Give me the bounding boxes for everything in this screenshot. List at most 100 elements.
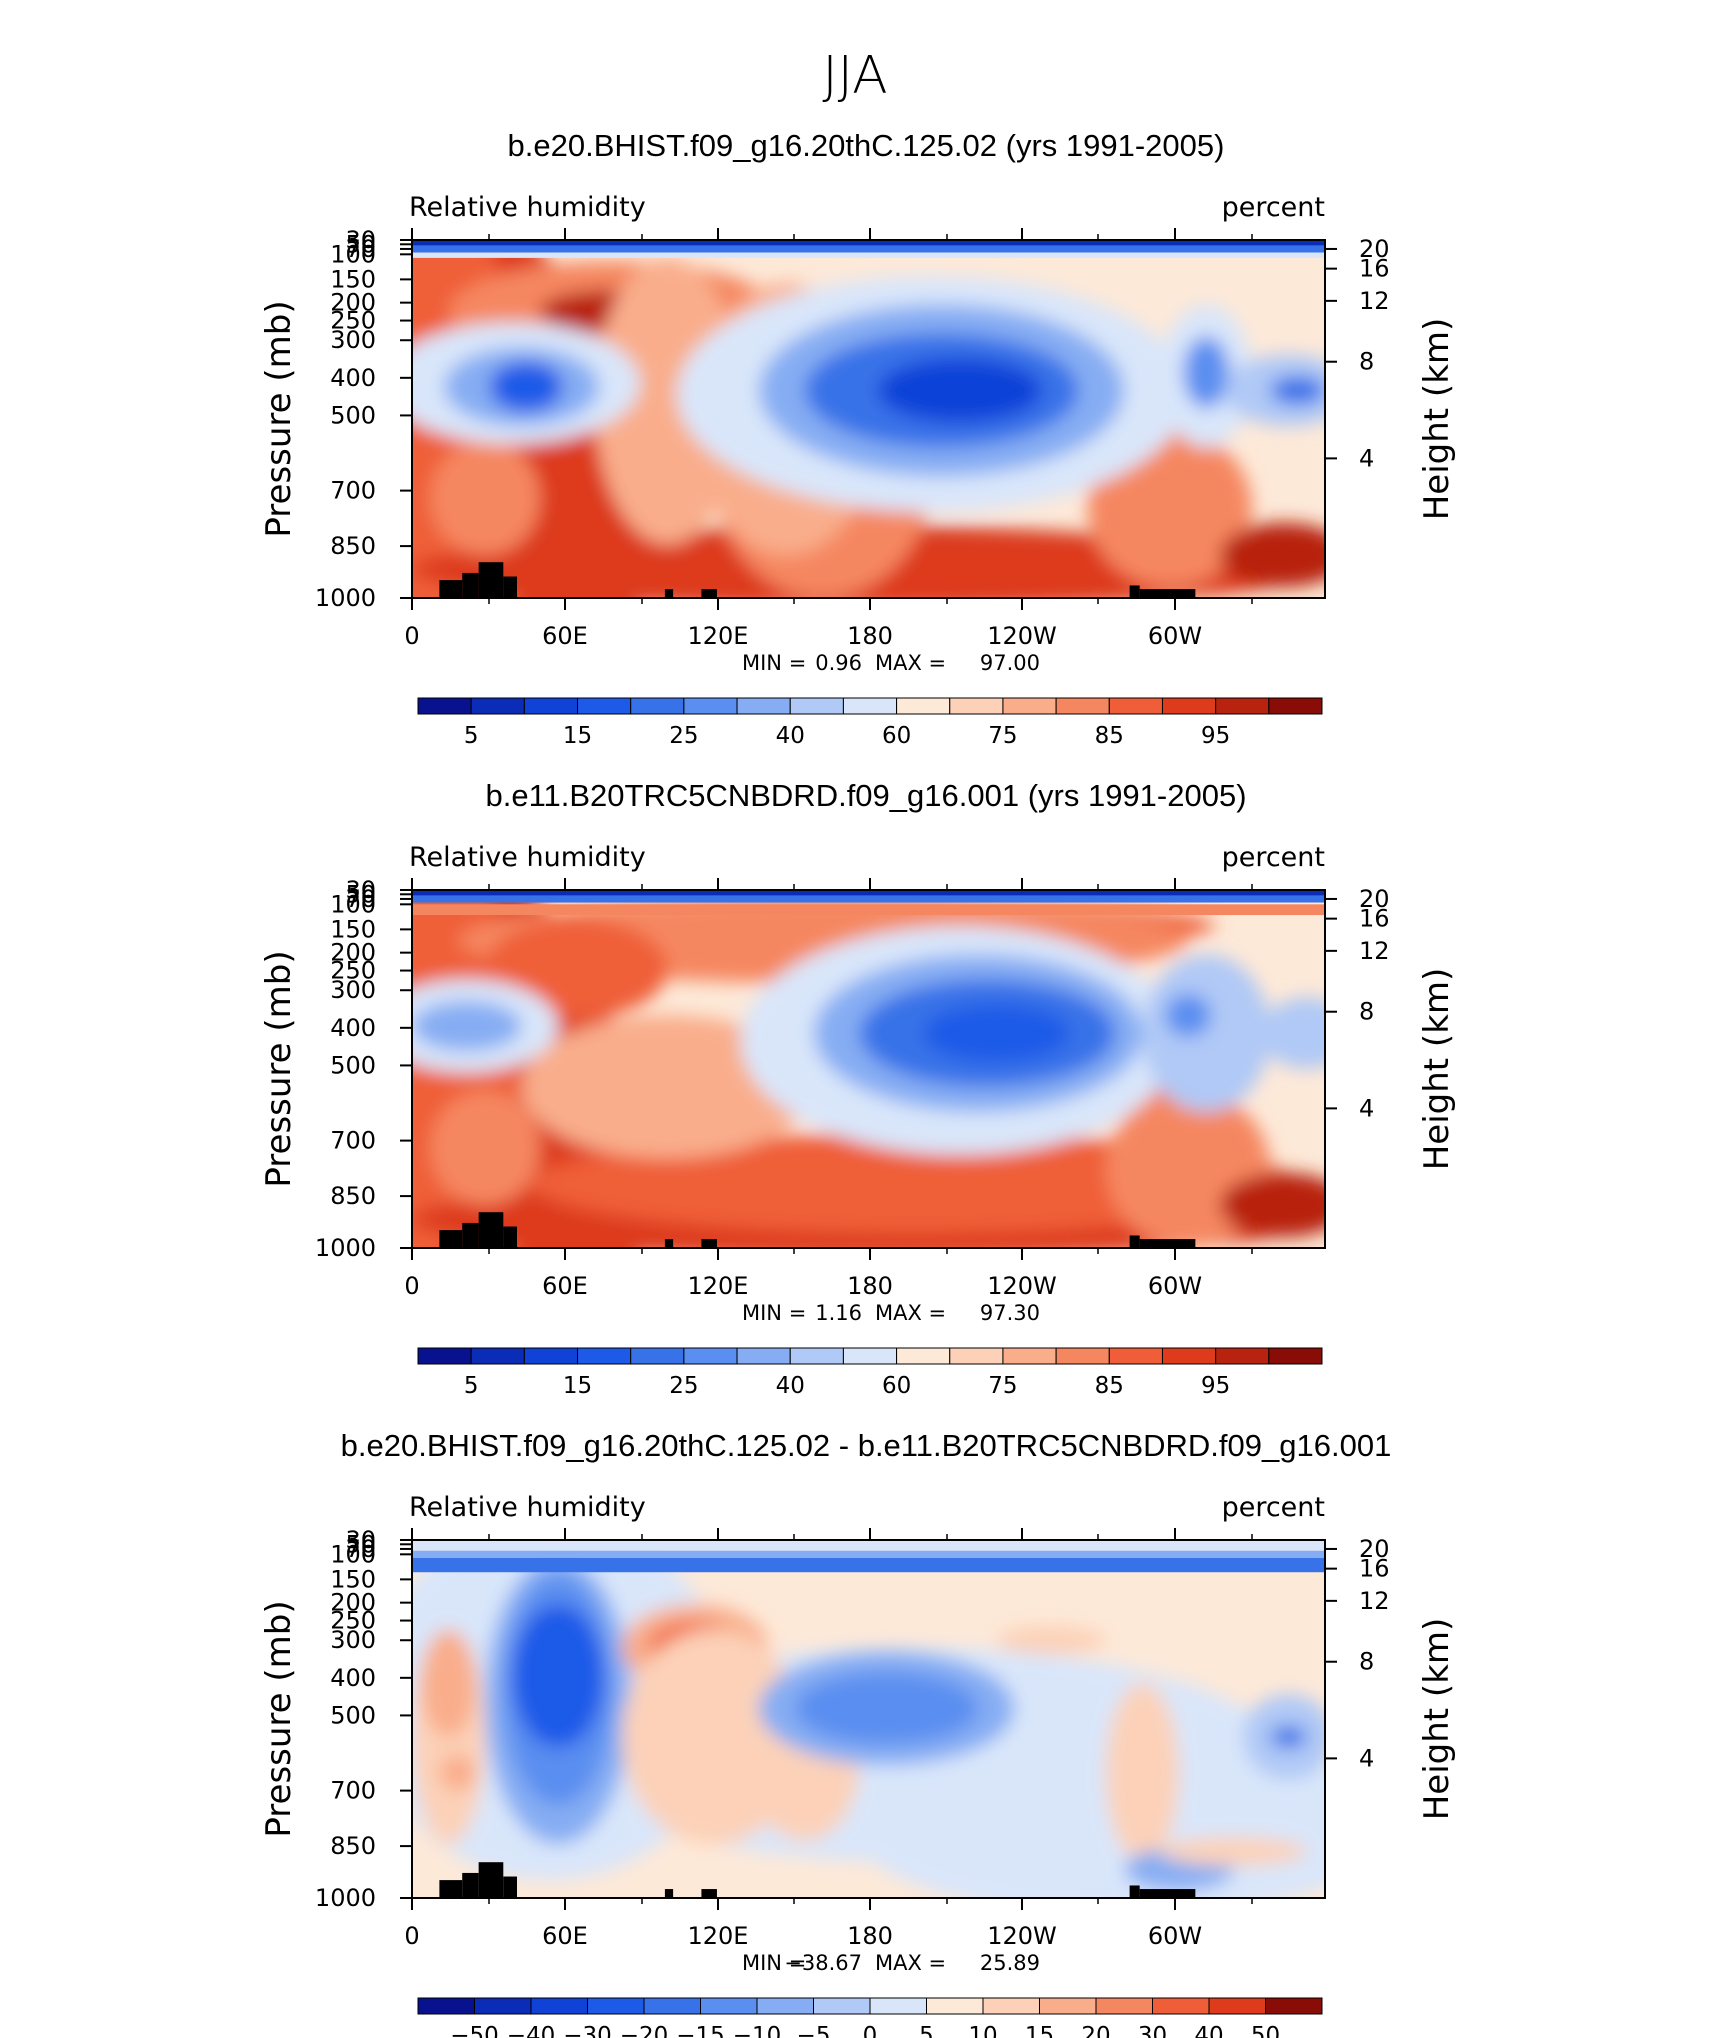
- colorbar-label: 5: [464, 723, 479, 749]
- y-tick-label: 250: [330, 307, 376, 335]
- height-tick-label: 8: [1359, 1648, 1374, 1676]
- height-tick-label: 20: [1359, 235, 1390, 263]
- topography: [462, 572, 479, 598]
- colorbar: 5 15 25 40 60 75 85 95: [417, 1347, 1323, 1399]
- y-tick-label: 150: [330, 1565, 376, 1593]
- topography: [1129, 1885, 1140, 1898]
- y-tick-label: 250: [330, 1607, 376, 1635]
- colorbar: −50 −40 −30 −20 −15 −10 −5 0 5 10 15 20 30 40 50: [417, 1997, 1323, 2038]
- y-tick-label: 50: [345, 1530, 376, 1558]
- colorbar-swatch: [736, 697, 791, 715]
- plot-frame: [411, 1539, 1326, 1899]
- right-string: percent: [1222, 842, 1325, 873]
- x-tick-label: 120W: [987, 622, 1057, 650]
- contour-field: [412, 890, 1325, 1248]
- colorbar-swatch: [1095, 1997, 1153, 2015]
- contour-region: [1270, 376, 1325, 405]
- contour-band: [412, 1557, 1325, 1573]
- contour-band: [412, 245, 1325, 253]
- x-tick-label: 0: [404, 622, 419, 650]
- colorbar-swatch: [630, 1347, 685, 1365]
- x-tick-label: 120E: [688, 1922, 749, 1950]
- colorbar-label: 60: [882, 1373, 911, 1399]
- colorbar-label: 75: [988, 723, 1017, 749]
- y-tick-label: 400: [330, 364, 376, 392]
- y-tick-label: 700: [330, 1777, 376, 1805]
- y-axis-label: Pressure (mb): [259, 1600, 299, 1837]
- panel-2: b.e11.B20TRC5CNBDRD.f09_g16.001 (yrs 199…: [259, 778, 1457, 1399]
- topography: [478, 1212, 504, 1248]
- y-tick-label: 300: [330, 1626, 376, 1654]
- panel-title: b.e20.BHIST.f09_g16.20thC.125.02 - b.e11…: [341, 1428, 1392, 1463]
- height-tick-label: 8: [1359, 348, 1374, 376]
- colorbar-label: −5: [797, 2023, 831, 2038]
- colorbar-label: 40: [776, 1373, 805, 1399]
- colorbar-swatch: [1265, 1997, 1323, 2015]
- colorbar-label: 15: [563, 1373, 592, 1399]
- panel-title: b.e20.BHIST.f09_g16.20thC.125.02 (yrs 19…: [508, 128, 1225, 163]
- y-tick-label: 500: [330, 1701, 376, 1729]
- y-tick-label: 70: [345, 235, 376, 263]
- panel-title: b.e11.B20TRC5CNBDRD.f09_g16.001 (yrs 199…: [485, 778, 1246, 813]
- contour-band: [412, 890, 1325, 898]
- height-tick-label: 20: [1359, 1535, 1390, 1563]
- contour-region: [1183, 336, 1230, 409]
- y-tick-label: 50: [345, 230, 376, 258]
- colorbar-label: 25: [669, 723, 698, 749]
- colorbar-swatch: [523, 1347, 579, 1365]
- y-tick-label: 400: [330, 1664, 376, 1692]
- min-value: 0.96: [815, 651, 862, 675]
- x-tick-label: 180: [847, 622, 893, 650]
- colorbar-label: 95: [1201, 1373, 1230, 1399]
- colorbar-label: 85: [1095, 1373, 1124, 1399]
- y-tick-label: 1000: [315, 1884, 376, 1912]
- y-axis-label: Pressure (mb): [259, 950, 299, 1187]
- x-tick-label: 60W: [1148, 1922, 1202, 1950]
- topography: [1139, 1889, 1196, 1898]
- y-tick-label: 500: [330, 401, 376, 429]
- topography: [701, 1889, 717, 1898]
- colorbar-swatch: [813, 1997, 871, 2015]
- colorbar-swatch: [949, 697, 1004, 715]
- contour-band: [412, 895, 1325, 903]
- height-tick-label: 12: [1359, 1587, 1390, 1615]
- colorbar-swatch: [1152, 1997, 1210, 2015]
- colorbar-label: 40: [1194, 2023, 1223, 2038]
- y2-axis-label: Height (km): [1417, 968, 1457, 1171]
- contour-region: [1165, 993, 1211, 1037]
- colorbar-swatch: [949, 1347, 1004, 1365]
- y-tick-label: 850: [330, 1832, 376, 1860]
- height-tick-label: 16: [1359, 905, 1390, 933]
- left-string: Relative humidity: [409, 842, 646, 873]
- y-tick-label: 150: [330, 265, 376, 293]
- contour-region: [421, 1629, 476, 1737]
- x-tick-label: 60E: [542, 1272, 588, 1300]
- y-tick-label: 700: [330, 1127, 376, 1155]
- y-tick-label: 30: [345, 1526, 376, 1554]
- colorbar-label: −15: [676, 2023, 725, 2038]
- y-tick-label: 250: [330, 957, 376, 985]
- left-string: Relative humidity: [409, 1492, 646, 1523]
- contour-band: [412, 252, 1325, 258]
- max-value: 25.89: [980, 1951, 1040, 1975]
- min-value: −38.67: [784, 1951, 862, 1975]
- colorbar-label: 0: [863, 2023, 878, 2038]
- colorbar-label: 5: [919, 2023, 934, 2038]
- contour-region: [439, 1754, 476, 1791]
- x-tick-label: 120W: [987, 1922, 1057, 1950]
- contour-region: [1105, 1683, 1179, 1863]
- colorbar-swatch: [1161, 697, 1217, 715]
- colorbar-swatch: [683, 697, 738, 715]
- topography: [1129, 585, 1140, 598]
- panel-1: b.e20.BHIST.f09_g16.20thC.125.02 (yrs 19…: [259, 128, 1457, 749]
- colorbar: 5 15 25 40 60 75 85 95: [417, 697, 1323, 749]
- topography: [478, 562, 504, 598]
- contour-region: [923, 1004, 1070, 1062]
- right-string: percent: [1222, 1492, 1325, 1523]
- colorbar-swatch: [587, 1997, 645, 2015]
- colorbar-label: −40: [507, 2023, 556, 2038]
- y-tick-label: 300: [330, 326, 376, 354]
- colorbar-swatch: [1039, 1997, 1097, 2015]
- contour-band: [412, 240, 1325, 248]
- contour-band: [412, 1540, 1325, 1551]
